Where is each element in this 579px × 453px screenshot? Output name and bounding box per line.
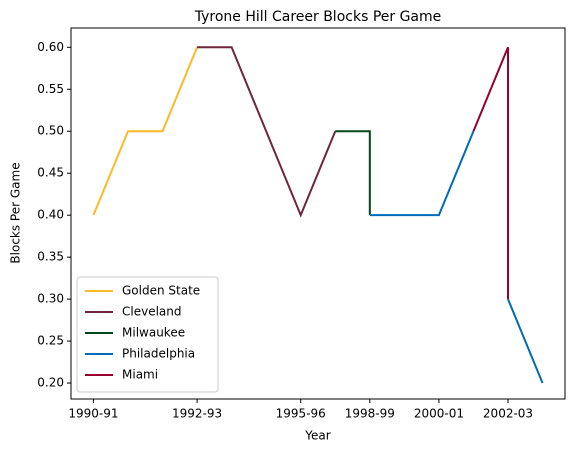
chart-title: Tyrone Hill Career Blocks Per Game	[194, 9, 442, 25]
x-axis-label: Year	[304, 429, 330, 443]
legend-label: Philadelphia	[122, 347, 195, 361]
series-line	[92, 46, 199, 216]
x-tick-label: 1998-99	[345, 407, 395, 421]
y-tick-label: 0.55	[37, 82, 64, 96]
y-tick-label: 0.40	[37, 208, 64, 222]
x-tick-label: 1990-91	[68, 407, 118, 421]
series-line	[335, 130, 371, 216]
y-tick-label: 0.25	[37, 334, 64, 348]
y-tick-label: 0.35	[37, 250, 64, 264]
y-tick-label: 0.50	[37, 124, 64, 138]
legend-label: Cleveland	[122, 305, 182, 319]
legend-box	[76, 276, 219, 393]
x-tick-label: 2000-01	[414, 407, 464, 421]
series-line	[197, 46, 337, 218]
legend-label: Miami	[122, 368, 158, 382]
x-tick-label: 1995-96	[276, 407, 326, 421]
y-tick-label: 0.45	[37, 166, 64, 180]
y-axis-label: Blocks Per Game	[9, 162, 23, 263]
plot-frame	[70, 27, 566, 400]
series-line	[472, 46, 509, 300]
x-tick-label: 2002-03	[483, 407, 533, 421]
series-line	[369, 130, 475, 217]
series-line	[507, 298, 544, 384]
y-tick-label: 0.30	[37, 292, 64, 306]
x-tick-label: 1992-93	[172, 407, 222, 421]
legend-label: Golden State	[122, 284, 200, 298]
y-tick-label: 0.20	[37, 376, 64, 390]
legend-label: Milwaukee	[122, 326, 185, 340]
y-tick-label: 0.60	[37, 40, 64, 54]
